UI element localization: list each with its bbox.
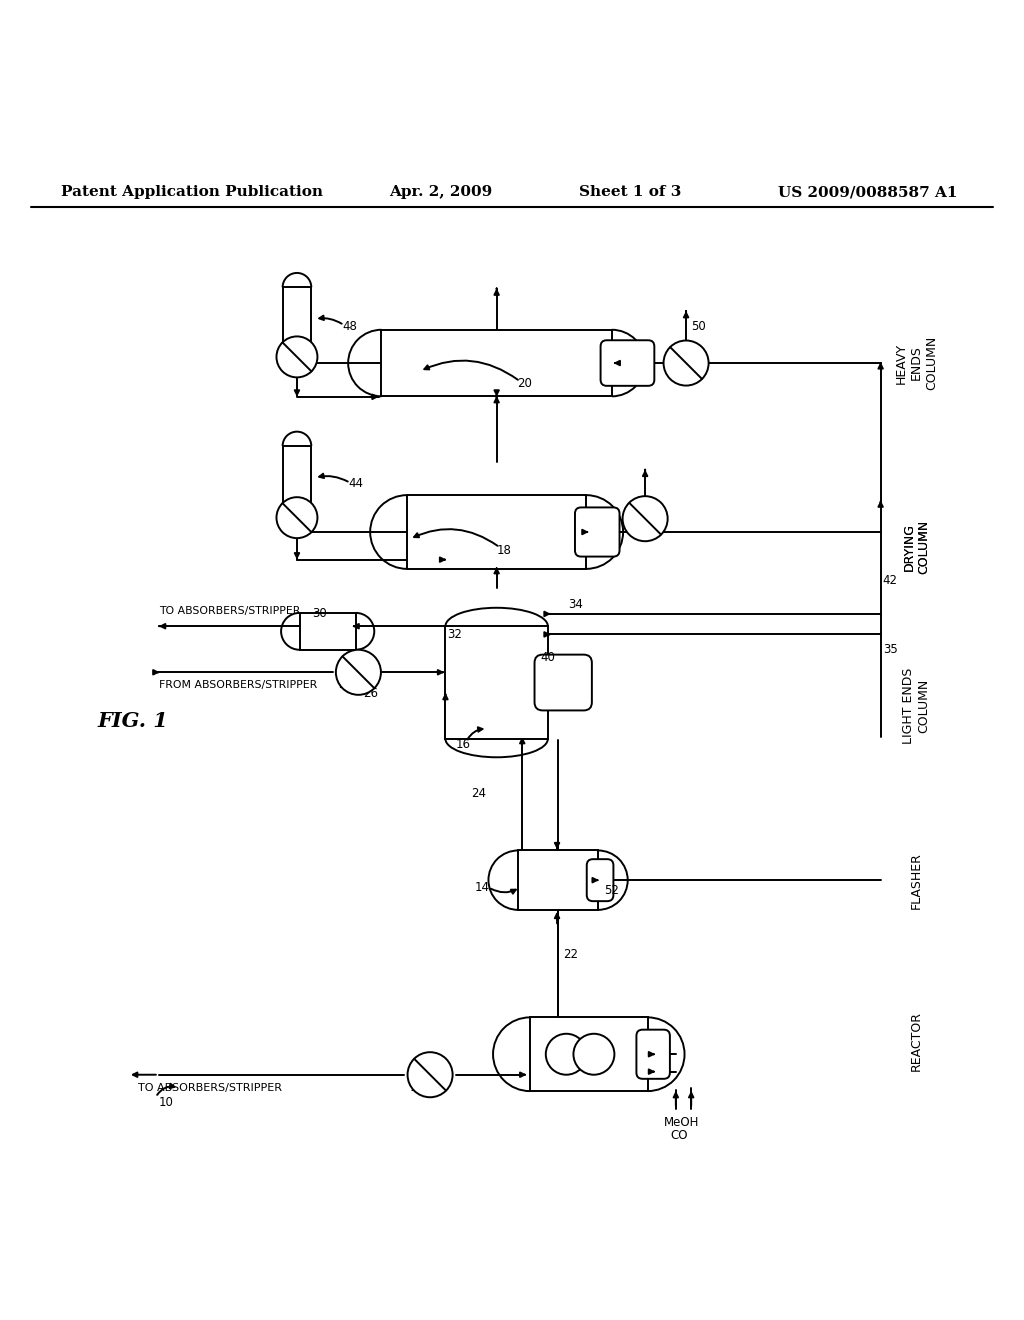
Text: 40: 40 [541,652,556,664]
Bar [518,850,598,909]
Text: 26: 26 [364,688,379,701]
Text: Patent Application Publication: Patent Application Publication [61,185,324,199]
Text: 32: 32 [447,628,463,642]
Text: REACTOR: REACTOR [910,1011,923,1071]
Text: 28: 28 [338,678,353,692]
Text: 42: 42 [883,574,898,586]
Text: 18: 18 [497,544,512,557]
Bar [530,1018,647,1092]
Text: 50: 50 [691,319,706,333]
Text: 52: 52 [604,884,620,896]
Circle shape [408,1052,453,1097]
Text: DRYING
COLUMN: DRYING COLUMN [902,520,931,574]
FancyBboxPatch shape [600,341,654,385]
Text: FLASHER: FLASHER [910,851,923,908]
Circle shape [664,341,709,385]
Text: Apr. 2, 2009: Apr. 2, 2009 [389,185,493,199]
Bar [407,495,586,569]
Bar [283,446,311,510]
Text: 14: 14 [475,880,490,894]
Text: 34: 34 [568,598,584,611]
FancyBboxPatch shape [575,507,620,557]
Text: FIG. 1: FIG. 1 [97,711,168,731]
Text: CO: CO [671,1129,688,1142]
Bar [283,288,311,351]
Text: LIGHT ENDS
COLUMN: LIGHT ENDS COLUMN [902,668,931,744]
Text: 30: 30 [312,607,327,620]
Text: TO ABSORBERS/STRIPPER: TO ABSORBERS/STRIPPER [138,1082,283,1093]
Text: 10: 10 [159,1096,174,1109]
Bar [299,612,356,649]
Text: Sheet 1 of 3: Sheet 1 of 3 [579,185,681,199]
Circle shape [623,496,668,541]
Text: HEAVY
ENDS
COLUMN: HEAVY ENDS COLUMN [895,335,938,391]
FancyBboxPatch shape [535,655,592,710]
Circle shape [276,337,317,378]
Text: FROM ABSORBERS/STRIPPER: FROM ABSORBERS/STRIPPER [159,680,317,689]
Circle shape [276,498,317,539]
Circle shape [336,649,381,694]
Text: 22: 22 [563,948,579,961]
Text: 35: 35 [883,643,897,656]
FancyBboxPatch shape [636,1030,670,1078]
FancyBboxPatch shape [587,859,613,902]
Text: US 2009/0088587 A1: US 2009/0088587 A1 [778,185,957,199]
Text: 24: 24 [471,787,486,800]
Text: MeOH: MeOH [664,1117,699,1130]
Text: 20: 20 [517,378,532,389]
Bar [445,626,548,739]
Text: 44: 44 [348,478,364,490]
Circle shape [573,1034,614,1074]
Bar [381,330,612,396]
Text: 16: 16 [456,738,471,751]
Circle shape [546,1034,587,1074]
Text: TO ABSORBERS/STRIPPER: TO ABSORBERS/STRIPPER [159,606,300,616]
Text: DRYING
COLUMN: DRYING COLUMN [902,520,931,574]
Text: 12: 12 [410,1081,425,1093]
Text: 48: 48 [342,319,357,333]
